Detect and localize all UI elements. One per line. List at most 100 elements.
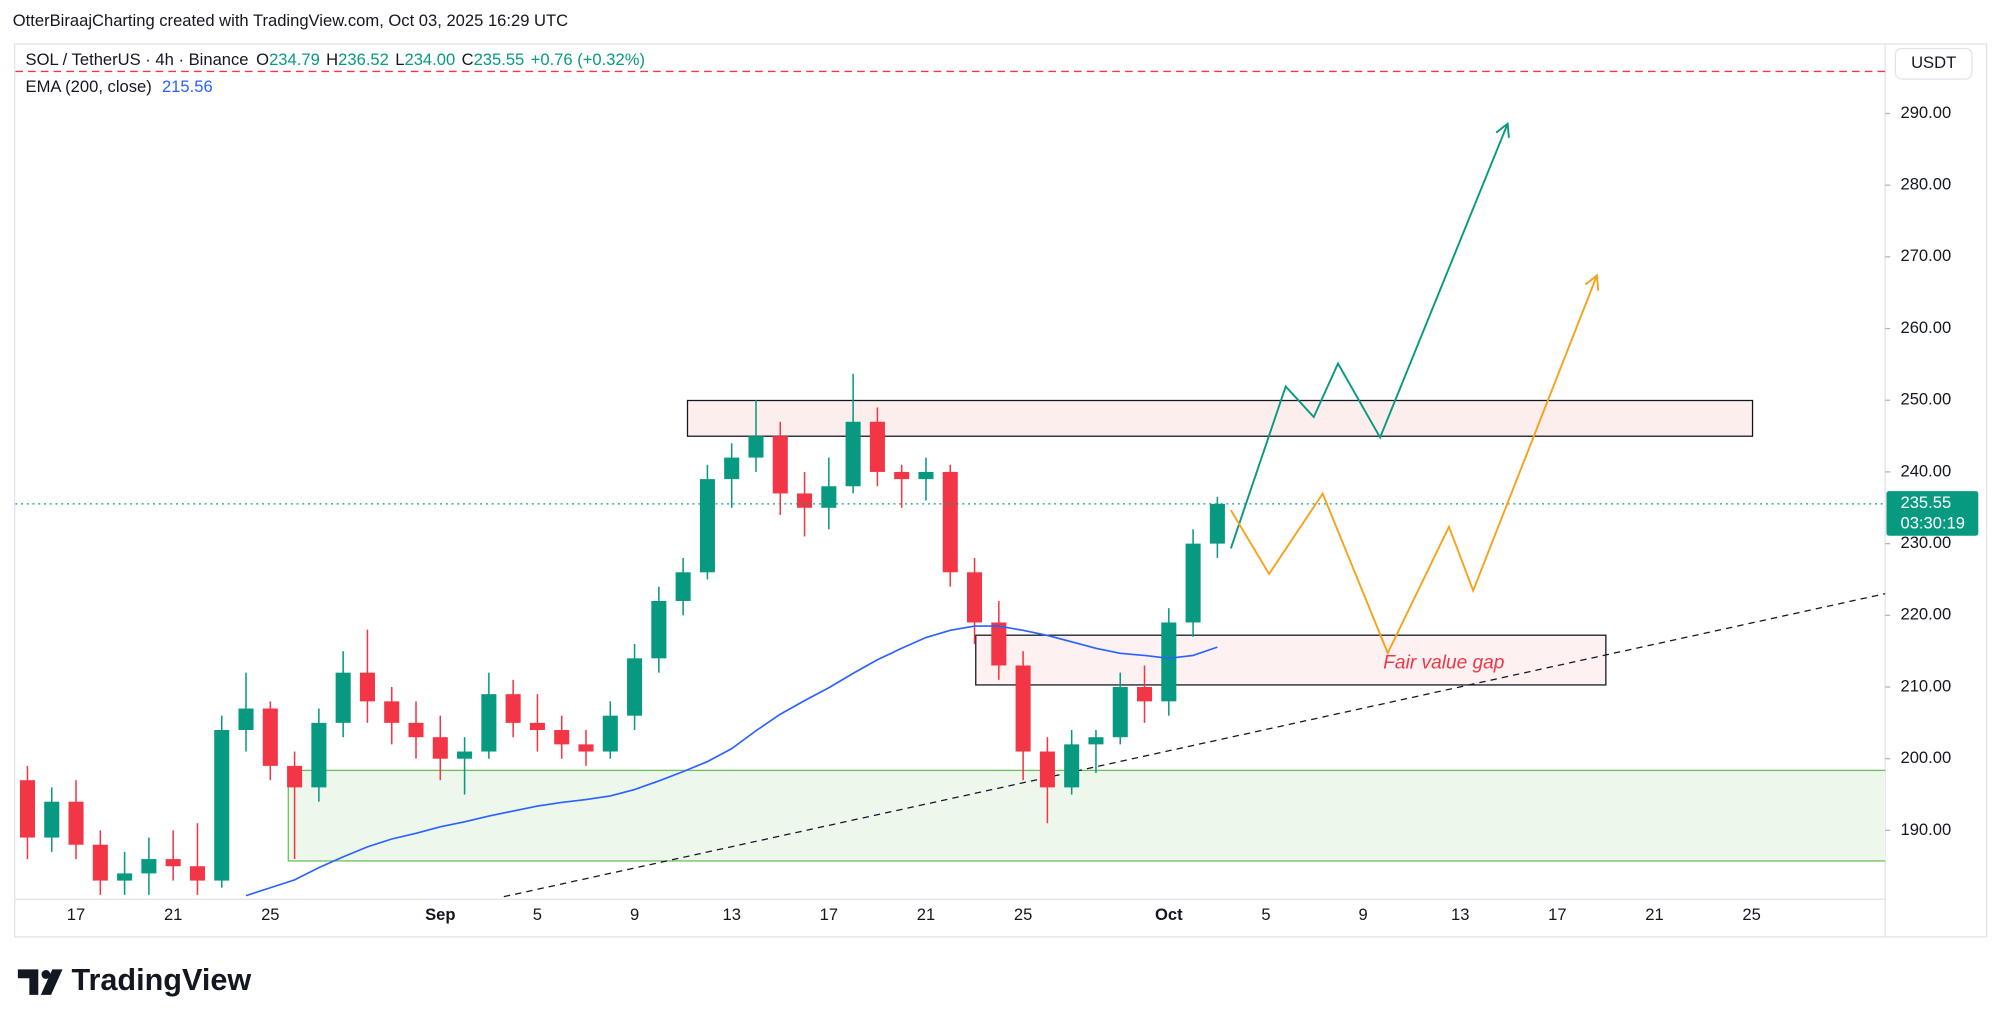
x-tick-label: 9 <box>630 905 639 924</box>
symbol: SOL / TetherUS · 4h · Binance <box>26 51 249 70</box>
candle-body <box>772 436 788 494</box>
c-value: 235.55 <box>474 51 525 70</box>
countdown: 03:30:19 <box>1900 514 1965 533</box>
fvg-zone <box>975 634 1607 686</box>
fvg-label: Fair value gap <box>1383 652 1505 673</box>
bull-arrowhead <box>1495 121 1510 138</box>
candle-body <box>262 708 278 766</box>
candle-body <box>481 694 497 752</box>
x-tick-label: Sep <box>425 905 455 924</box>
y-tick-label: 190.00 <box>1900 820 1951 839</box>
logo-slash <box>40 969 63 995</box>
candle-body <box>68 801 84 845</box>
candle-body <box>699 479 715 573</box>
candle-body <box>578 744 594 752</box>
y-tick-label: 270.00 <box>1900 246 1951 265</box>
candle-body <box>1209 503 1225 544</box>
o-label: O <box>256 51 269 70</box>
h-label: H <box>326 51 338 70</box>
candle-body <box>19 780 35 838</box>
y-tick-label: 230.00 <box>1900 533 1951 552</box>
o-value: 234.79 <box>269 51 320 70</box>
x-tick-label: 17 <box>1548 905 1566 924</box>
candle-body <box>1015 665 1031 752</box>
candle-body <box>44 801 60 838</box>
x-tick-label: 21 <box>917 905 935 924</box>
x-tick-label: 17 <box>67 905 85 924</box>
candle-body <box>1064 744 1080 788</box>
candle-body <box>238 708 254 731</box>
candle-body <box>432 737 448 759</box>
ema-value: 215.56 <box>162 77 213 96</box>
candle-body <box>359 672 375 702</box>
y-tick-label: 200.00 <box>1900 748 1951 767</box>
x-tick-label: 25 <box>1014 905 1032 924</box>
x-tick-label: 25 <box>261 905 279 924</box>
candle-body <box>92 844 108 881</box>
legend-row: SOL / TetherUS · 4h · Binance O234.79 H236… <box>26 51 645 70</box>
change: +0.76 (+0.32%) <box>531 51 645 70</box>
x-tick-label: 21 <box>164 905 182 924</box>
ema-line <box>245 625 1218 897</box>
candle-body <box>141 859 157 874</box>
candle-body <box>1112 687 1128 738</box>
chart-frame <box>14 43 1988 938</box>
candle-body <box>1039 751 1055 788</box>
candle-body <box>529 722 545 731</box>
x-tick-label: 13 <box>722 905 740 924</box>
x-tick-label: 25 <box>1742 905 1760 924</box>
candle-body <box>724 457 740 480</box>
candle-body <box>1161 622 1177 702</box>
x-tick-label: 21 <box>1645 905 1663 924</box>
candle-body <box>457 751 473 759</box>
drawings <box>15 70 1886 898</box>
candle-body <box>869 421 885 472</box>
alt-path <box>1230 275 1598 656</box>
y-tick-label: 260.00 <box>1900 318 1951 337</box>
projections <box>1229 121 1600 656</box>
logo-mark <box>17 969 39 995</box>
candle-body <box>821 486 837 508</box>
candle-body <box>942 471 958 573</box>
x-tick-label: 9 <box>1358 905 1367 924</box>
last-price-label: 235.55 <box>1900 493 1951 512</box>
demand-zone <box>287 769 1886 862</box>
candle-body <box>408 722 424 738</box>
candle-body <box>748 436 764 458</box>
candle-body <box>967 572 983 623</box>
currency-box[interactable] <box>1894 47 1973 80</box>
candle-body <box>165 859 181 867</box>
last-price-box <box>1886 491 1979 536</box>
candle-body <box>894 471 910 480</box>
alt-arrowhead <box>1584 273 1600 291</box>
candle-body <box>384 701 400 723</box>
x-tick-label: 13 <box>1451 905 1469 924</box>
y-tick-label: 240.00 <box>1900 461 1951 480</box>
l-label: L <box>395 51 404 70</box>
candle-body <box>602 715 618 752</box>
candle-body <box>117 873 133 881</box>
ema-legend: EMA (200, close) 215.56 <box>26 77 213 96</box>
y-tick-label: 210.00 <box>1900 676 1951 695</box>
bull-path <box>1229 123 1509 549</box>
resistance-zone <box>686 399 1754 437</box>
candle-body <box>918 471 934 480</box>
currency[interactable]: USDT <box>1911 53 1956 72</box>
y-tick-label: 280.00 <box>1900 175 1951 194</box>
x-tick-label: 5 <box>533 905 542 924</box>
candle-body <box>1185 543 1201 623</box>
h-value: 236.52 <box>338 51 389 70</box>
x-tick-label: Oct <box>1155 905 1183 924</box>
candle-body <box>1088 737 1104 745</box>
y-tick-label: 250.00 <box>1900 390 1951 409</box>
candle-body <box>505 694 521 723</box>
candle-body <box>335 672 351 723</box>
candle-body <box>1136 687 1153 702</box>
ema-name: EMA (200, close) <box>26 77 152 96</box>
brand: TradingView <box>71 963 251 997</box>
candle-body <box>675 572 691 601</box>
candle-body <box>991 622 1007 666</box>
logo-dot <box>41 970 51 979</box>
candle-body <box>627 658 643 716</box>
